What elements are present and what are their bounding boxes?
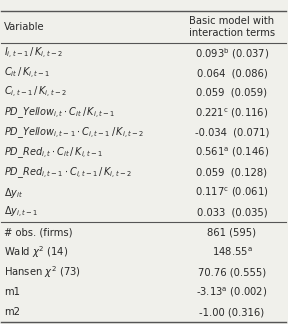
Text: m1: m1 xyxy=(4,287,20,297)
Text: Wald $\chi^2$ (14): Wald $\chi^2$ (14) xyxy=(4,244,69,260)
Text: $\mathit{C}_{i,t-1}\,/\,K_{i,t-2}$: $\mathit{C}_{i,t-1}\,/\,K_{i,t-2}$ xyxy=(4,86,67,100)
Text: $\Delta\mathit{y}_{i,t-1}$: $\Delta\mathit{y}_{i,t-1}$ xyxy=(4,205,39,220)
Text: Hansen $\chi^2$ (73): Hansen $\chi^2$ (73) xyxy=(4,264,81,280)
Text: -0.034  (0.071): -0.034 (0.071) xyxy=(195,128,269,138)
Text: -1.00 (0.316): -1.00 (0.316) xyxy=(199,307,264,317)
Text: 0.093$^{\mathrm{b}}$ (0.037): 0.093$^{\mathrm{b}}$ (0.037) xyxy=(195,46,269,61)
Text: $\mathit{PD\_Red}_{i,t-1}\cdot\mathit{C}_{i,t-1}\,/\,K_{i,t-2}$: $\mathit{PD\_Red}_{i,t-1}\cdot\mathit{C}… xyxy=(4,165,132,180)
Text: 148.55$^{\mathrm{a}}$: 148.55$^{\mathrm{a}}$ xyxy=(211,246,252,259)
Text: $\mathit{PD\_Red}_{i,t}\cdot\mathit{C}_{it}\,/\,K_{i,t-1}$: $\mathit{PD\_Red}_{i,t}\cdot\mathit{C}_{… xyxy=(4,145,103,160)
Text: 0.221$^{\mathrm{c}}$ (0.116): 0.221$^{\mathrm{c}}$ (0.116) xyxy=(195,106,268,120)
Text: 0.561$^{\mathrm{a}}$ (0.146): 0.561$^{\mathrm{a}}$ (0.146) xyxy=(195,146,269,159)
Text: $\mathit{C}_{it}\,/\,K_{i,t-1}$: $\mathit{C}_{it}\,/\,K_{i,t-1}$ xyxy=(4,65,51,81)
Text: 861 (595): 861 (595) xyxy=(207,227,256,237)
Text: 0.117$^{\mathrm{c}}$ (0.061): 0.117$^{\mathrm{c}}$ (0.061) xyxy=(195,186,269,199)
Text: Variable: Variable xyxy=(4,22,45,32)
Text: $\mathit{I}_{i,t-1}\,/\,K_{i,t-2}$: $\mathit{I}_{i,t-1}\,/\,K_{i,t-2}$ xyxy=(4,46,63,61)
Text: 0.059  (0.128): 0.059 (0.128) xyxy=(196,168,267,178)
Text: Basic model with
interaction terms: Basic model with interaction terms xyxy=(189,16,275,38)
Text: -3.13$^{\mathrm{a}}$ (0.002): -3.13$^{\mathrm{a}}$ (0.002) xyxy=(196,285,268,299)
Text: # obs. (firms): # obs. (firms) xyxy=(4,227,73,237)
Text: $\mathit{PD\_Yellow}_{i,t}\cdot\mathit{C}_{it}\,/\,K_{i,t-1}$: $\mathit{PD\_Yellow}_{i,t}\cdot\mathit{C… xyxy=(4,105,116,120)
Text: 0.064  (0.086): 0.064 (0.086) xyxy=(196,68,267,78)
Text: 0.033  (0.035): 0.033 (0.035) xyxy=(197,207,267,217)
Text: 0.059  (0.059): 0.059 (0.059) xyxy=(196,88,267,98)
Text: $\mathit{PD\_Yellow}_{i,t-1}\cdot\mathit{C}_{i,t-1}\,/\,K_{i,t-2}$: $\mathit{PD\_Yellow}_{i,t-1}\cdot\mathit… xyxy=(4,125,145,140)
Text: m2: m2 xyxy=(4,307,20,317)
Text: 70.76 (0.555): 70.76 (0.555) xyxy=(198,267,266,277)
Text: $\Delta\mathit{y}_{it}$: $\Delta\mathit{y}_{it}$ xyxy=(4,186,23,200)
